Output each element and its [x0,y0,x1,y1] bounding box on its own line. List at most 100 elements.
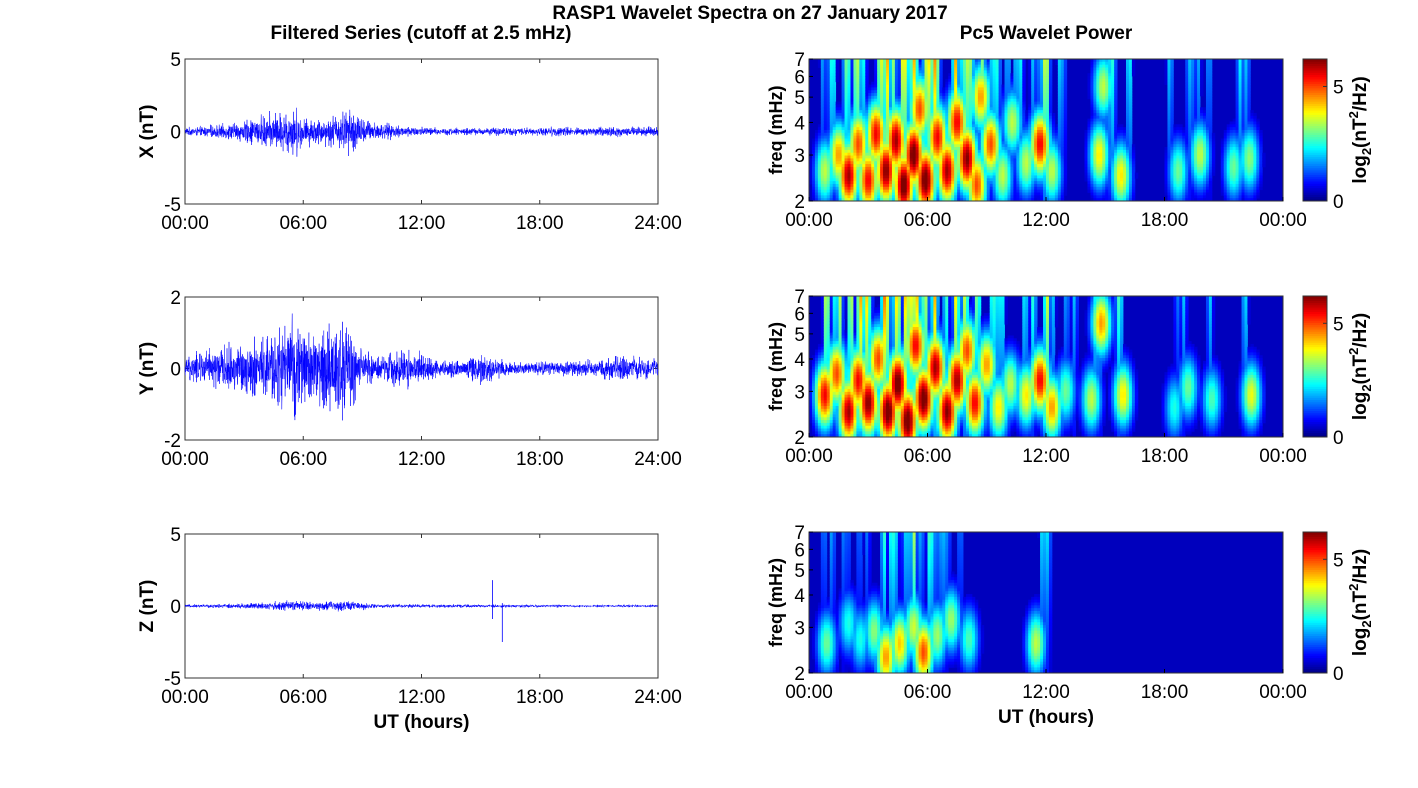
heatmap-cell [1054,135,1059,139]
heatmap-cell [971,93,976,97]
heatmap-cell [1057,158,1062,162]
heatmap-cell [924,138,928,142]
heatmap-cell [924,64,928,68]
heatmap-cell [811,166,816,171]
heatmap-cell [939,110,943,114]
heatmap-cell [865,144,869,148]
heatmap-cell [1043,172,1047,176]
heatmap-cell [1108,175,1112,179]
heatmap-cell [951,107,955,111]
heatmap-cell [823,110,828,114]
heatmap-cell [1046,138,1050,142]
heatmap-cell [856,67,860,71]
heatmap-cell [1046,164,1050,168]
heatmap-cell [859,130,863,134]
heatmap-cell [945,112,949,117]
heatmap-cell [966,118,970,122]
heatmap-cell [945,186,949,191]
heatmap-cell [853,101,857,105]
heatmap-cell [1117,189,1121,193]
heatmap-cell [966,178,970,182]
heatmap-cell [980,147,985,151]
heatmap-cell [865,124,869,128]
heatmap-cell [1004,172,1008,176]
heatmap-cell [1096,81,1100,85]
heatmap-cell [942,192,946,196]
heatmap-cell [942,149,946,154]
heatmap-cell [927,158,931,162]
heatmap-cell [974,90,979,94]
heatmap-cell [909,95,914,100]
heatmap-cell [983,127,988,131]
heatmap-cell [954,98,958,102]
heatmap-cell [1108,78,1112,83]
heatmap-cell [1004,132,1008,137]
heatmap-cell [918,112,922,117]
heatmap-cell [933,70,937,74]
heatmap-cell [874,87,878,91]
heatmap-cell [829,132,834,137]
heatmap-cell [986,67,991,71]
heatmap-cell [912,121,917,125]
heatmap-cell [1096,181,1100,185]
heatmap-cell [835,195,840,199]
heatmap-cell [880,87,884,91]
heatmap-cell [995,144,999,148]
heatmap-cell [900,87,905,91]
heatmap-cell [977,90,982,94]
heatmap-cell [1120,155,1124,159]
heatmap-cell [850,61,854,66]
heatmap-cell [927,175,931,179]
heatmap-cell [915,107,920,111]
heatmap-cell [826,132,831,137]
heatmap-cell [877,130,881,134]
heatmap-cell [974,93,979,97]
heatmap-cell [1090,104,1094,108]
heatmap-cell [853,192,857,196]
heatmap-cell [829,178,834,182]
heatmap-cell [924,84,928,88]
heatmap-cell [900,93,905,97]
heatmap-cell [865,64,869,68]
heatmap-cell [900,76,905,80]
heatmap-cell [939,115,943,120]
heatmap-cell [977,155,982,159]
heatmap-cell [1099,178,1103,182]
heatmap-cell [859,95,863,100]
heatmap-cell [1102,101,1106,105]
heatmap-cell [992,181,997,185]
heatmap-cell [1025,124,1029,128]
heatmap-cell [992,76,997,80]
heatmap-cell [853,135,857,139]
heatmap-cell [894,110,899,114]
heatmap-cell [897,67,902,71]
heatmap-cell [948,198,952,202]
heatmap-cell [823,198,828,202]
heatmap-cell [971,186,976,191]
heatmap-cell [939,78,943,83]
heatmap-cell [1102,158,1106,162]
heatmap-cell [1019,73,1023,77]
heatmap-cell [877,98,881,102]
heatmap-cell [1004,84,1008,88]
heatmap-cell [945,87,949,91]
heatmap-cell [1031,178,1035,182]
heatmap-cell [859,141,863,145]
heatmap-cell [974,70,979,74]
heatmap-cell [915,76,920,80]
heatmap-cell [1022,161,1026,165]
heatmap-cell [989,76,994,80]
heatmap-cell [906,198,911,202]
heatmap-cell [960,172,964,176]
heatmap-cell [1096,70,1100,74]
heatmap-cell [980,183,985,188]
heatmap-cell [968,115,973,120]
heatmap-cell [865,138,869,142]
heatmap-cell [888,61,893,66]
heatmap-cell [880,76,884,80]
heatmap-cell [992,93,997,97]
heatmap-cell [936,78,940,83]
heatmap-cell [936,192,940,196]
heatmap-cell [1007,127,1011,131]
